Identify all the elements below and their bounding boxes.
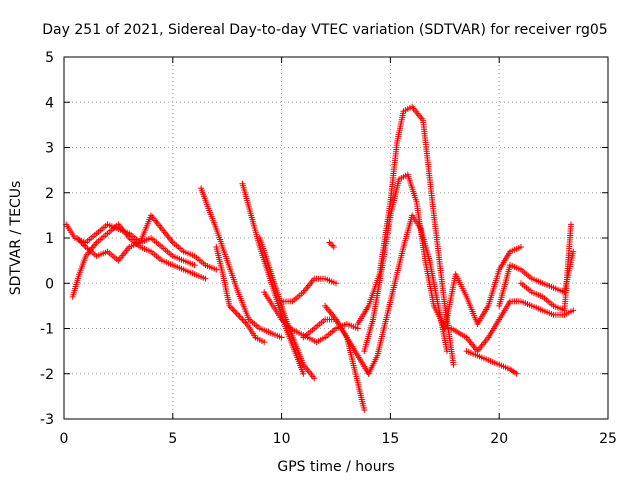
data-point	[191, 262, 198, 269]
data-point	[513, 370, 520, 377]
data-point	[517, 244, 524, 251]
series-track-9	[278, 275, 339, 305]
data-point	[237, 314, 244, 321]
y-tick-label: 4	[45, 95, 54, 111]
series-track-11	[322, 302, 368, 413]
data-point	[261, 339, 268, 346]
x-tick-label: 25	[599, 431, 617, 447]
data-point	[202, 275, 209, 282]
data-point	[240, 317, 247, 324]
y-tick-label: 5	[45, 50, 54, 66]
x-tick-label: 0	[60, 431, 69, 447]
x-tick-label: 5	[168, 431, 177, 447]
data-point	[232, 308, 239, 315]
data-point	[229, 305, 236, 312]
series-track-2	[69, 221, 209, 300]
y-axis-label: SDTVAR / TECUs	[8, 181, 24, 296]
y-tick-label: 2	[45, 186, 54, 202]
x-tick-label: 20	[490, 431, 508, 447]
data-point	[570, 307, 577, 314]
data-points	[63, 103, 577, 413]
grid	[64, 57, 608, 419]
data-point	[570, 248, 577, 255]
data-point	[326, 239, 333, 246]
data-point	[230, 307, 237, 314]
data-point	[330, 244, 337, 251]
data-point	[361, 406, 368, 413]
data-point	[300, 370, 307, 377]
series-track-20	[517, 221, 575, 314]
y-tick-label: 0	[45, 276, 54, 292]
y-tick-labels: -3 -2 -1 0 1 2 3 4 5	[40, 50, 54, 428]
x-tick-label: 15	[381, 431, 399, 447]
series-track-3	[74, 235, 198, 269]
data-point	[311, 375, 318, 382]
series-track-4	[198, 185, 285, 341]
data-point	[329, 242, 336, 249]
series-track-5	[213, 244, 268, 346]
y-tick-label: 3	[45, 141, 54, 157]
data-point	[443, 348, 450, 355]
series-track-18	[463, 348, 520, 377]
data-point	[278, 334, 285, 341]
series-track-12	[326, 239, 337, 251]
y-tick-label: 1	[45, 231, 54, 247]
series-track-10	[300, 316, 372, 377]
y-tick-label: -3	[40, 412, 54, 428]
series-track-16	[441, 244, 524, 332]
x-tick-label: 10	[273, 431, 291, 447]
y-tick-label: -1	[40, 322, 54, 338]
series-track-17	[448, 298, 577, 355]
data-point	[242, 319, 249, 326]
series-track-14	[361, 171, 448, 355]
data-point	[213, 266, 220, 273]
data-point	[333, 280, 339, 287]
data-point	[327, 241, 334, 248]
series-track-7	[256, 235, 318, 382]
x-tick-labels: 0 5 10 15 20 25	[60, 431, 617, 447]
series-track-15	[365, 212, 450, 377]
data-point	[81, 242, 88, 249]
y-tick-label: -2	[40, 367, 54, 383]
data-point	[450, 361, 457, 368]
data-point	[235, 311, 242, 318]
data-point	[233, 310, 240, 317]
axis-ticks	[63, 56, 609, 420]
x-axis-label: GPS time / hours	[277, 459, 394, 475]
data-point	[236, 313, 243, 320]
chart-title: Day 251 of 2021, Sidereal Day-to-day VTE…	[42, 22, 607, 38]
data-point	[568, 221, 575, 228]
data-point	[239, 316, 246, 323]
